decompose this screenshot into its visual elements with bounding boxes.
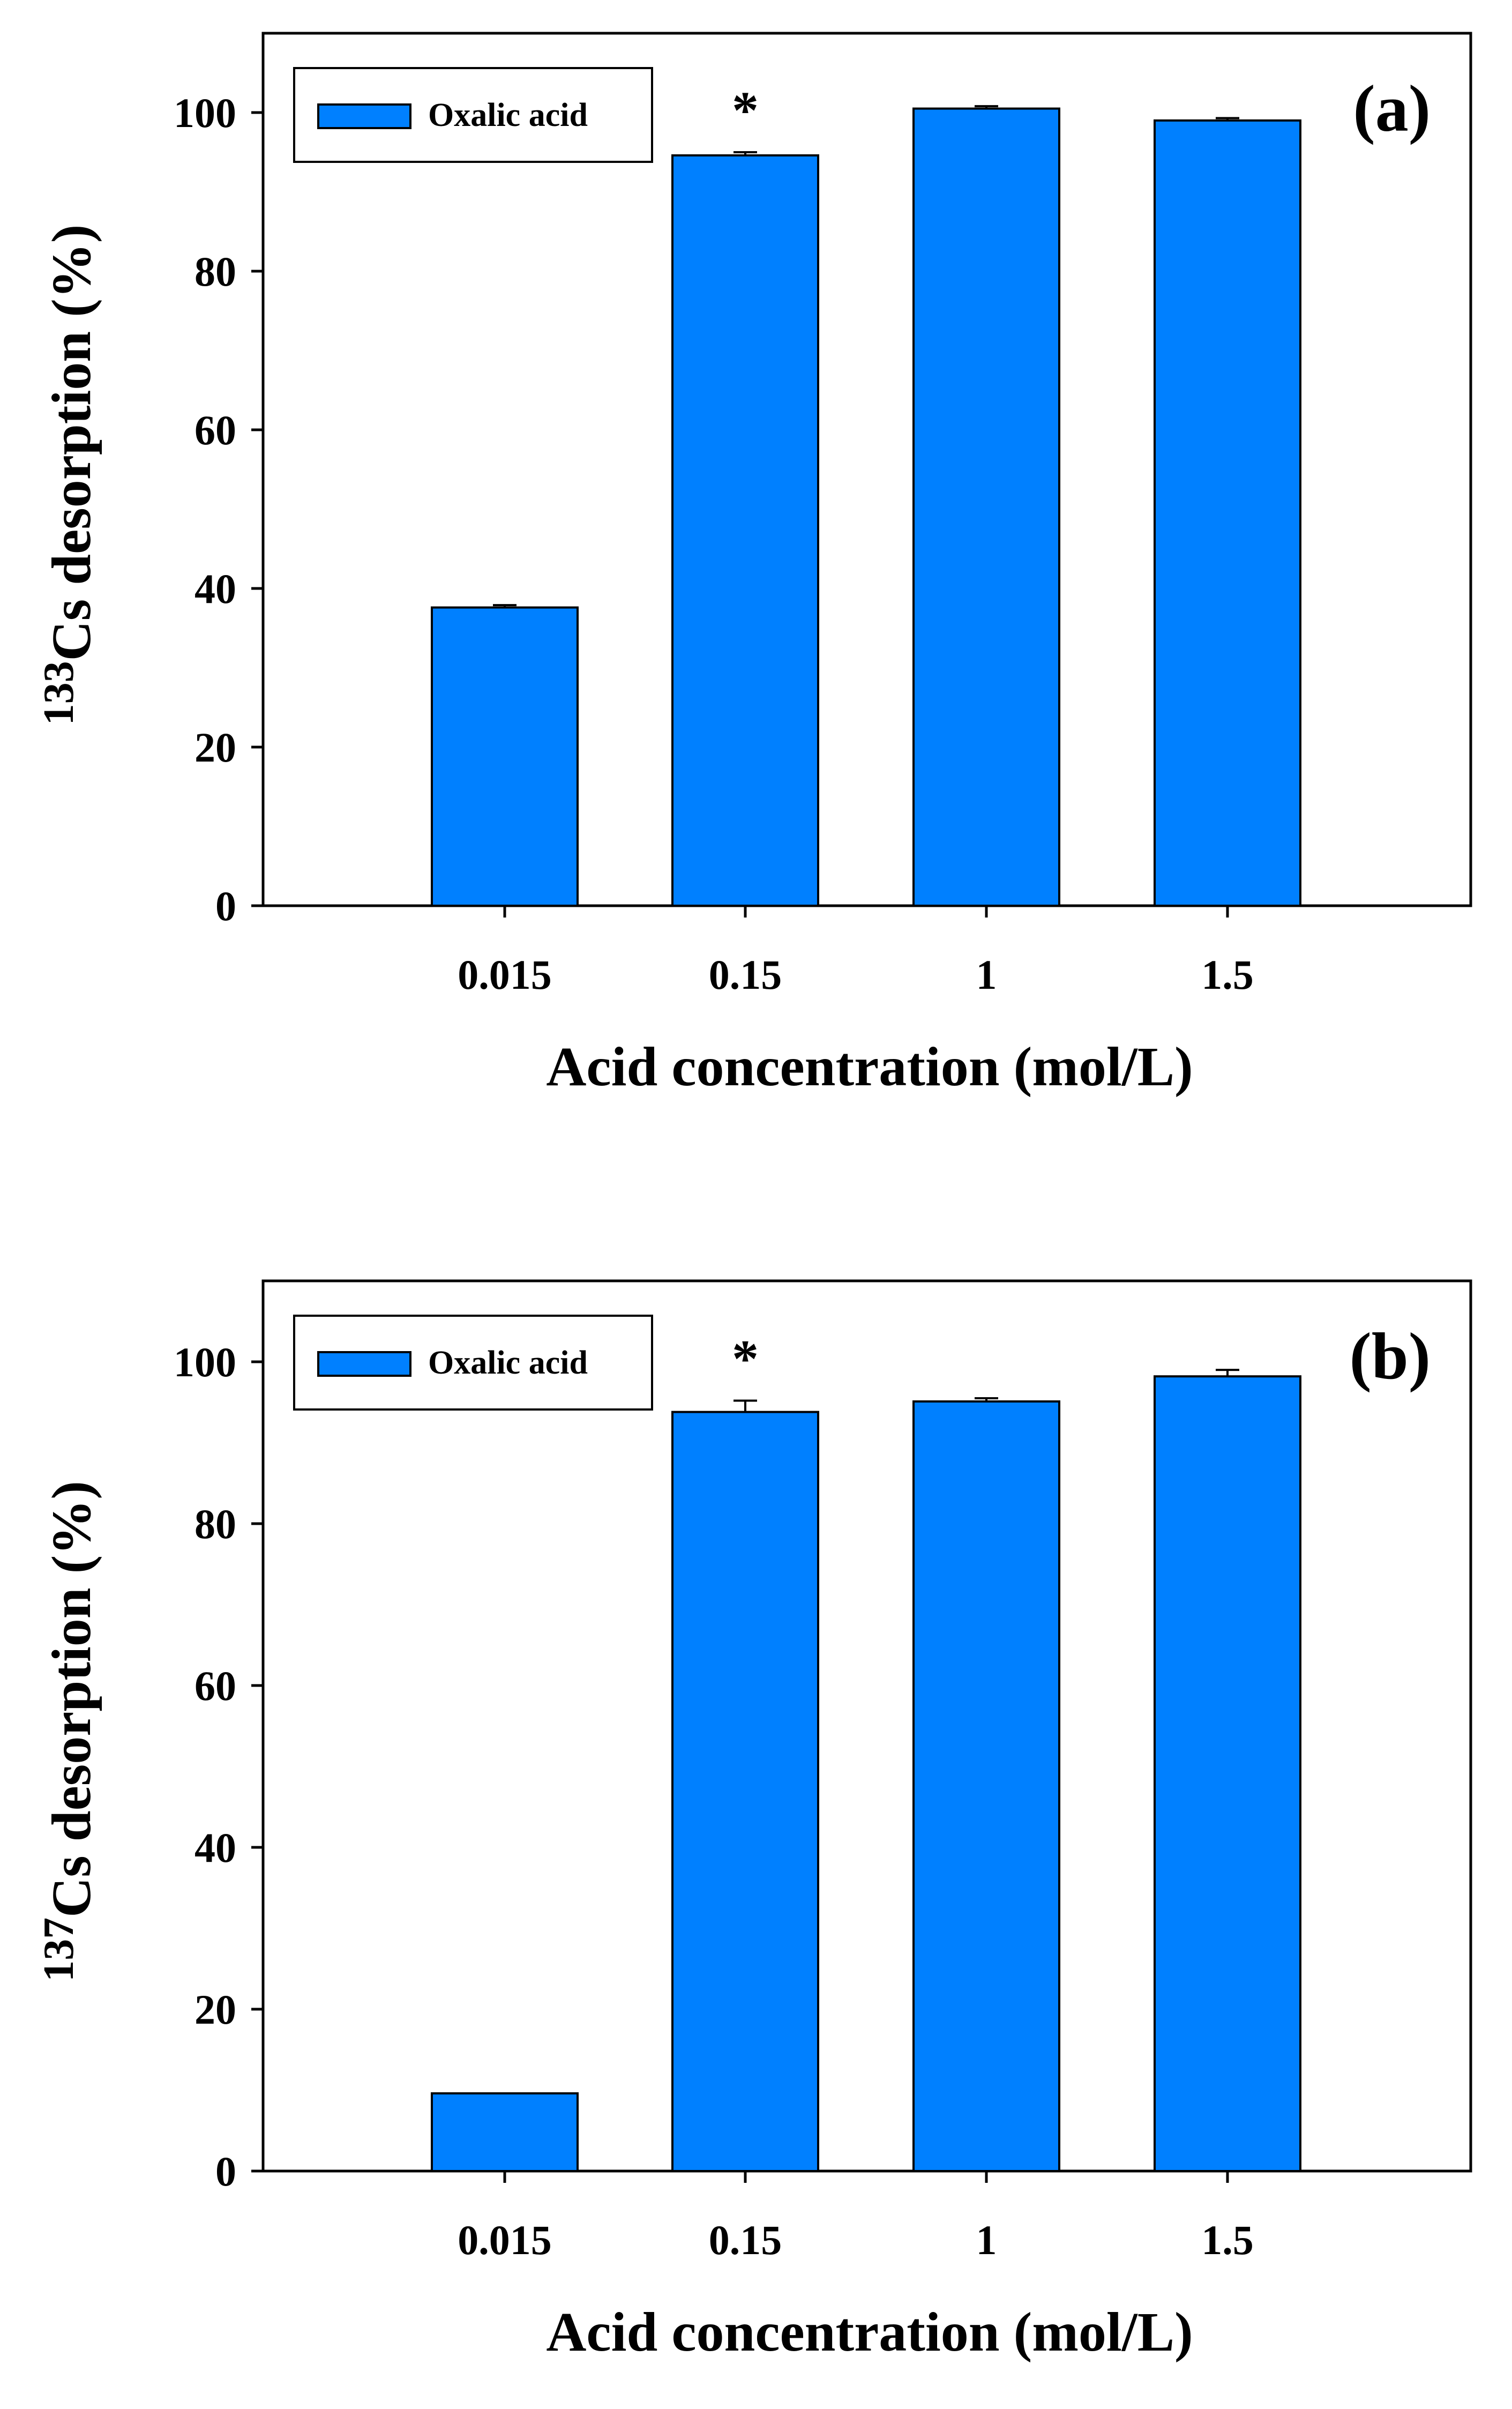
- y-axis-title-text: Cs desorption (%): [41, 225, 102, 661]
- legend-swatch: [317, 103, 411, 129]
- y-tick-label: 80: [194, 248, 236, 295]
- y-tick-label: 80: [194, 1501, 236, 1547]
- legend-box: [293, 1315, 653, 1411]
- panel-label: (b): [1349, 1319, 1431, 1393]
- x-tick-label: 0.015: [458, 2217, 552, 2263]
- x-axis-title: Acid concentration (mol/L): [546, 2301, 1193, 2363]
- panel-label: (a): [1353, 72, 1431, 145]
- x-tick-label: 1.5: [1201, 2217, 1254, 2263]
- significance-marker: *: [732, 1329, 759, 1388]
- significance-marker: *: [732, 80, 759, 140]
- x-axis-title: Acid concentration (mol/L): [546, 1036, 1193, 1098]
- y-axis-title: 133Cs desorption (%): [35, 225, 102, 726]
- bar-1.5: [1154, 1375, 1301, 2172]
- plot-frame: [261, 32, 1472, 907]
- chart-panel-a: 0 20 40 60 80 100 0.015 0.15 1 1.5 * Oxalic acid (a)…: [35, 32, 1472, 1098]
- y-tick-label: 0: [215, 883, 236, 929]
- chart-panel-b: 0 20 40 60 80 100 0.015 0.15 1 1.5 * Oxalic acid (b)…: [35, 1279, 1472, 2363]
- legend-label: Oxalic acid: [428, 1345, 588, 1381]
- y-axis-title-isotope: 137: [35, 1918, 83, 1982]
- y-tick-label: 40: [194, 1824, 236, 1871]
- y-axis-title-isotope: 133: [35, 661, 83, 725]
- y-tick-label: 40: [194, 565, 236, 612]
- x-tick-label: 0.15: [709, 951, 782, 998]
- y-tick-label: 100: [174, 1339, 236, 1385]
- x-tick-label: 0.015: [458, 951, 552, 998]
- y-tick-label: 20: [194, 1986, 236, 2033]
- plot-frame: [261, 1279, 1472, 2173]
- x-tick-label: 1: [976, 951, 997, 998]
- bar-0.015: [431, 2092, 579, 2173]
- y-tick-label: 60: [194, 407, 236, 453]
- bar-1: [912, 107, 1060, 907]
- y-tick-label: 0: [215, 2148, 236, 2195]
- bar-1.5: [1154, 119, 1301, 907]
- legend-label: Oxalic acid: [428, 97, 588, 133]
- y-axis-title: 137Cs desorption (%): [35, 1481, 102, 1982]
- y-tick-label: 100: [174, 90, 236, 136]
- legend-swatch: [317, 1351, 411, 1377]
- x-tick-label: 0.15: [709, 2217, 782, 2263]
- bar-0.15: [671, 1411, 819, 2173]
- y-axis-title-text: Cs desorption (%): [41, 1481, 102, 1918]
- y-tick-label: 20: [194, 724, 236, 771]
- x-tick-label: 1: [976, 2217, 997, 2263]
- bar-0.15: [671, 154, 819, 907]
- bar-1: [912, 1400, 1060, 2172]
- bar-0.015: [431, 606, 579, 907]
- y-tick-label: 60: [194, 1662, 236, 1709]
- x-tick-label: 1.5: [1201, 951, 1254, 998]
